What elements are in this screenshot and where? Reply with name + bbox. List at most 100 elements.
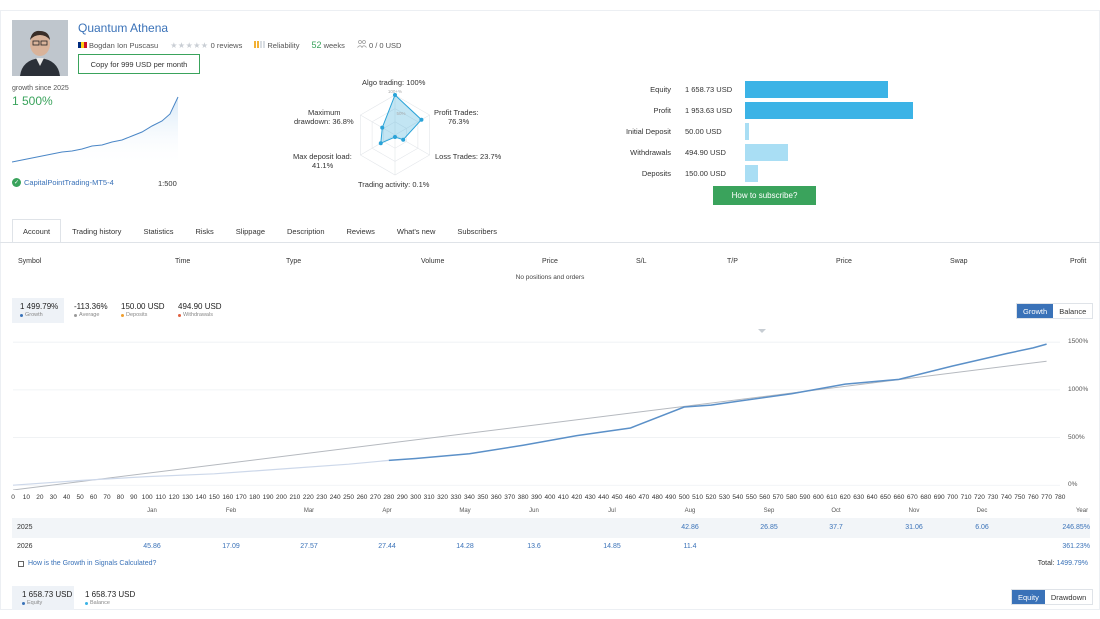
- month-cell[interactable]: 26.85: [760, 524, 778, 531]
- col-profit[interactable]: Profit: [1070, 258, 1087, 265]
- x-tick-label: 20: [36, 494, 44, 501]
- equity-chip-active-bg: [12, 586, 74, 610]
- month-cell[interactable]: 14.85: [603, 543, 621, 550]
- x-tick-label: 600: [812, 494, 824, 501]
- month-cell[interactable]: 31.06: [905, 524, 923, 531]
- x-tick-label: 760: [1027, 494, 1039, 501]
- col-volume[interactable]: Volume: [421, 258, 445, 265]
- subscribers-info: 0 / 0 USD: [357, 40, 401, 50]
- how-growth-calculated-link[interactable]: How is the Growth in Signals Calculated?: [18, 560, 156, 567]
- copy-button[interactable]: Copy for 999 USD per month: [78, 54, 200, 74]
- col-sl[interactable]: S/L: [636, 258, 647, 265]
- month-header: Sep: [763, 508, 775, 514]
- col-swap[interactable]: Swap: [950, 258, 968, 265]
- total-value: 1499.79%: [1056, 560, 1088, 567]
- x-tick-label: 540: [732, 494, 744, 501]
- tab-slippage[interactable]: Slippage: [235, 227, 265, 236]
- col-symbol[interactable]: Symbol: [18, 258, 42, 265]
- month-cell[interactable]: 37.7: [829, 524, 843, 531]
- month-cell[interactable]: 27.44: [378, 543, 396, 550]
- reliability[interactable]: Reliability: [254, 40, 299, 50]
- month-cell[interactable]: 14.28: [456, 543, 474, 550]
- broker-link[interactable]: ✓ CapitalPointTrading-MT5-4: [12, 178, 114, 187]
- balance-label: Balance: [90, 600, 110, 606]
- month-cell[interactable]: 27.57: [300, 543, 318, 550]
- x-tick-label: 10: [22, 494, 31, 501]
- month-header: May: [459, 508, 471, 514]
- tab-account[interactable]: Account: [12, 219, 62, 243]
- y-tick-label: 0%: [1068, 481, 1078, 489]
- radar-algo-label: Algo trading: 100%: [362, 78, 426, 87]
- month-cell[interactable]: 6.06: [975, 524, 989, 531]
- verified-check-icon: ✓: [12, 178, 21, 187]
- col-tp[interactable]: T/P: [727, 258, 738, 265]
- summary-withdrawals-value: 494.90 USD: [178, 302, 222, 311]
- toggle-drawdown[interactable]: Drawdown: [1044, 590, 1093, 604]
- author-link[interactable]: Bogdan Ion Puscasu: [78, 41, 158, 50]
- tab-description[interactable]: Description: [287, 227, 325, 236]
- tab-reviews[interactable]: Reviews: [346, 227, 375, 236]
- radar-profit-value: 76.3%: [448, 117, 470, 126]
- balance-dot-icon: [85, 601, 88, 605]
- x-tick-label: 240: [329, 494, 341, 501]
- x-tick-label: 770: [1041, 494, 1052, 501]
- y-tick-label: 1000%: [1068, 385, 1089, 393]
- x-tick-label: 780: [1054, 494, 1066, 501]
- toggle-growth[interactable]: Growth: [1017, 304, 1054, 318]
- growth-chart[interactable]: [0, 325, 1100, 490]
- summary-deposits[interactable]: 150.00 USD Deposits: [121, 302, 165, 318]
- tab-divider: [0, 242, 1100, 243]
- stat-label: Profit: [653, 106, 671, 115]
- x-tick-label: 310: [423, 494, 435, 501]
- stat-value: 150.00 USD: [685, 169, 726, 178]
- month-cell[interactable]: 45.86: [143, 543, 161, 550]
- summary-growth-label: Growth: [25, 312, 43, 318]
- x-tick-label: 160: [222, 494, 234, 501]
- x-tick-label: 170: [235, 494, 247, 501]
- author-avatar[interactable]: [12, 20, 68, 76]
- reviews[interactable]: ★★★★★ 0 reviews: [170, 41, 242, 50]
- weeks-label: weeks: [323, 41, 345, 50]
- month-cell[interactable]: 17.09: [222, 543, 240, 550]
- summary-average[interactable]: -113.36% Average: [74, 302, 108, 318]
- x-tick-label: 420: [571, 494, 583, 501]
- x-tick-label: 290: [396, 494, 408, 501]
- tab-trading-history[interactable]: Trading history: [72, 227, 122, 236]
- toggle-equity[interactable]: Equity: [1012, 590, 1045, 604]
- col-type[interactable]: Type: [286, 258, 302, 265]
- month-cell[interactable]: 42.86: [681, 524, 699, 531]
- col-time[interactable]: Time: [175, 258, 191, 265]
- x-tick-label: 590: [799, 494, 811, 501]
- tab-risks[interactable]: Risks: [195, 227, 214, 236]
- tab-subscribers[interactable]: Subscribers: [457, 227, 497, 236]
- calculator-icon: [18, 560, 24, 567]
- growth-line: [388, 343, 1047, 462]
- month-header: Jun: [529, 508, 539, 514]
- summary-growth[interactable]: 1 499.79% Growth: [20, 302, 58, 318]
- equity-summary-balance[interactable]: 1 658.73 USD Balance: [85, 590, 135, 606]
- how-growth-text: How is the Growth in Signals Calculated?: [28, 560, 157, 567]
- x-tick-label: 390: [531, 494, 542, 501]
- equity-summary-equity[interactable]: 1 658.73 USD Equity: [22, 590, 72, 606]
- col-price-current[interactable]: Price: [836, 258, 852, 265]
- leverage: 1:500: [158, 179, 177, 188]
- x-tick-label: 550: [745, 494, 757, 501]
- growth-chip-active-bg: [12, 298, 64, 323]
- month-cell[interactable]: 11.4: [683, 543, 697, 550]
- signal-title[interactable]: Quantum Athena: [78, 21, 169, 35]
- x-tick-label: 380: [517, 494, 529, 501]
- toggle-balance[interactable]: Balance: [1053, 304, 1093, 318]
- how-to-subscribe-button[interactable]: How to subscribe?: [713, 186, 816, 205]
- x-tick-label: 250: [343, 494, 354, 501]
- month-header: Mar: [303, 508, 315, 514]
- monthly-row-2026: 2026 45.86 17.09 27.57 27.44 14.28 13.6 14.85 1…: [12, 537, 1090, 557]
- equity-dot-icon: [22, 601, 25, 605]
- col-price[interactable]: Price: [542, 258, 558, 265]
- x-tick-label: 60: [89, 494, 98, 501]
- x-tick-label: 30: [49, 494, 57, 501]
- tab-whats-new[interactable]: What's new: [396, 227, 436, 236]
- month-cell[interactable]: 13.6: [527, 543, 541, 550]
- summary-withdrawals[interactable]: 494.90 USD Withdrawals: [178, 302, 222, 318]
- tab-statistics[interactable]: Statistics: [143, 227, 174, 236]
- x-tick-label: 300: [410, 494, 422, 501]
